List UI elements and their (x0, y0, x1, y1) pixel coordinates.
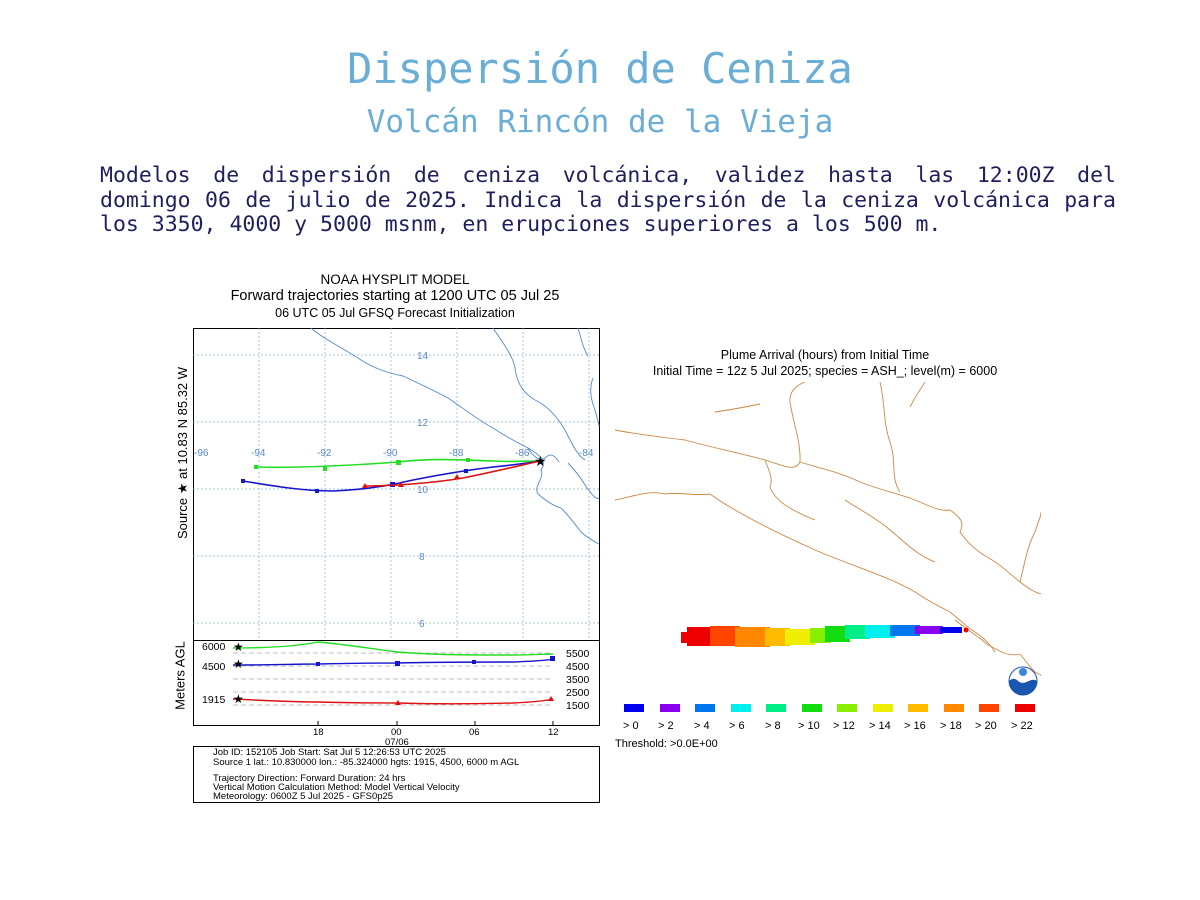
lon-tick: -88 (449, 448, 464, 459)
legend-swatch (908, 704, 928, 712)
legend-swatch (1015, 704, 1035, 712)
lon-tick: -92 (317, 448, 332, 459)
legend-swatch (624, 704, 644, 712)
legend-label: > 16 (904, 720, 926, 732)
star-icon: ★ (233, 640, 244, 654)
height-label: 4500 (202, 661, 226, 673)
legend-label: > 6 (729, 720, 745, 732)
source-star-icon: ★ (534, 453, 547, 469)
lat-tick: 10 (417, 485, 429, 496)
height-gridlines (233, 652, 553, 706)
lon-tick-labels: -96 -94 -92 -90 -88 -86 -84 (194, 448, 594, 459)
legend-swatch (837, 704, 857, 712)
lat-tick: 6 (419, 619, 425, 630)
plume-map (615, 382, 1041, 696)
time-axis-ticks (317, 721, 554, 725)
legend-label: > 0 (623, 720, 639, 732)
height-label: 4500 (566, 661, 590, 673)
star-icon: ★ (233, 692, 244, 706)
legend-label: > 22 (1011, 720, 1033, 732)
legend-swatch (766, 704, 786, 712)
legend-swatch (695, 704, 715, 712)
height-trace-high (232, 641, 554, 656)
date-label: 07/06 (385, 737, 409, 748)
lon-tick: -96 (194, 448, 209, 459)
lat-tick: 14 (417, 351, 429, 362)
time-axis-labels: 18 00 06 12 07/06 (313, 727, 559, 748)
lat-tick: 12 (417, 418, 429, 429)
legend-swatch (873, 704, 893, 712)
lat-tick-labels: 14 12 10 8 6 (417, 351, 429, 630)
noaa-logo-icon (1008, 666, 1038, 696)
trajectory-title-3: 06 UTC 05 Jul GFSQ Forecast Initializati… (275, 306, 515, 320)
lat-tick: 8 (419, 552, 425, 563)
height-label: 5500 (566, 648, 590, 660)
plume-title-2: Initial Time = 12z 5 Jul 2025; species =… (652, 364, 998, 378)
legend-label: > 20 (975, 720, 997, 732)
legend-label: > 10 (798, 720, 820, 732)
source-axis-label: Source ★ at 10.83 N 85.32 W (175, 366, 190, 540)
trajectory-figure: NOAA HYSPLIT MODEL Forward trajectories … (160, 270, 610, 810)
threshold-label: Threshold: >0.0E+00 (615, 738, 718, 750)
height-label: 2500 (566, 687, 590, 699)
plume-title-1: Plume Arrival (hours) from Initial Time (720, 348, 930, 362)
trajectory-title-1: NOAA HYSPLIT MODEL (320, 272, 470, 287)
coastlines (310, 328, 600, 545)
left-height-labels: 6000 4500 1915 (202, 641, 226, 706)
time-tick: 18 (313, 727, 324, 738)
height-axis-label: Meters AGL (172, 641, 188, 710)
height-label: 1915 (202, 694, 226, 706)
trajectory-title-2: Forward trajectories starting at 1200 UT… (230, 288, 560, 304)
map-gridlines (193, 328, 599, 640)
info-job-line: Job ID: 152105 Job Start: Sat Jul 5 12:2… (213, 747, 446, 758)
height-label: 6000 (202, 641, 226, 653)
legend-swatch (731, 704, 751, 712)
height-mid-markers (316, 656, 555, 666)
description-text: Modelos de dispersión de ceniza volcánic… (100, 163, 1116, 237)
lon-tick: -84 (579, 448, 594, 459)
lon-tick: -94 (251, 448, 266, 459)
height-label: 3500 (566, 674, 590, 686)
plume-coastlines (615, 382, 1041, 677)
legend-label: > 2 (658, 720, 674, 732)
lon-tick: -90 (383, 448, 398, 459)
legend-swatch (944, 704, 964, 712)
info-box (193, 746, 600, 803)
plume-band (681, 625, 969, 647)
info-source-line: Source 1 lat.: 10.830000 lon.: -85.32400… (213, 757, 520, 768)
legend-swatch (802, 704, 822, 712)
height-low-markers (395, 696, 554, 705)
trajectory-mid-markers (241, 469, 468, 493)
plume-figure: Plume Arrival (hours) from Initial Time … (610, 340, 1041, 760)
trajectory-high (255, 458, 541, 469)
info-method-line: Vertical Motion Calculation Method: Mode… (213, 782, 460, 793)
info-meteorology-line: Meteorology: 0600Z 5 Jul 2025 - GFS0p25 (213, 791, 394, 802)
trajectory-low (364, 460, 541, 487)
legend-label: > 8 (765, 720, 781, 732)
height-label: 1500 (566, 700, 590, 712)
height-start-stars: ★ ★ ★ (233, 640, 244, 706)
star-icon: ★ (233, 657, 244, 671)
trajectory-high-markers (254, 458, 470, 471)
info-direction-line: Trajectory Direction: Forward Duration: … (213, 773, 406, 784)
right-height-labels: 5500 4500 3500 2500 1500 (566, 648, 590, 712)
trajectory-low-markers (362, 474, 460, 488)
legend-swatch (660, 704, 680, 712)
legend-label: > 14 (869, 720, 891, 732)
time-tick: 12 (548, 727, 559, 738)
page-subtitle: Volcán Rincón de la Vieja (366, 104, 834, 140)
legend-label: > 18 (940, 720, 962, 732)
legend-label: > 12 (833, 720, 855, 732)
lon-tick: -86 (515, 448, 530, 459)
page-title: Dispersión de Ceniza (347, 44, 853, 93)
time-tick: 06 (469, 727, 480, 738)
time-tick: 00 (391, 727, 402, 738)
trajectory-map: 14 12 10 8 6 -96 -94 -92 -90 -88 -86 -84 (193, 328, 600, 803)
legend-swatch (979, 704, 999, 712)
trajectory-mid (242, 460, 541, 492)
legend-label: > 4 (694, 720, 710, 732)
